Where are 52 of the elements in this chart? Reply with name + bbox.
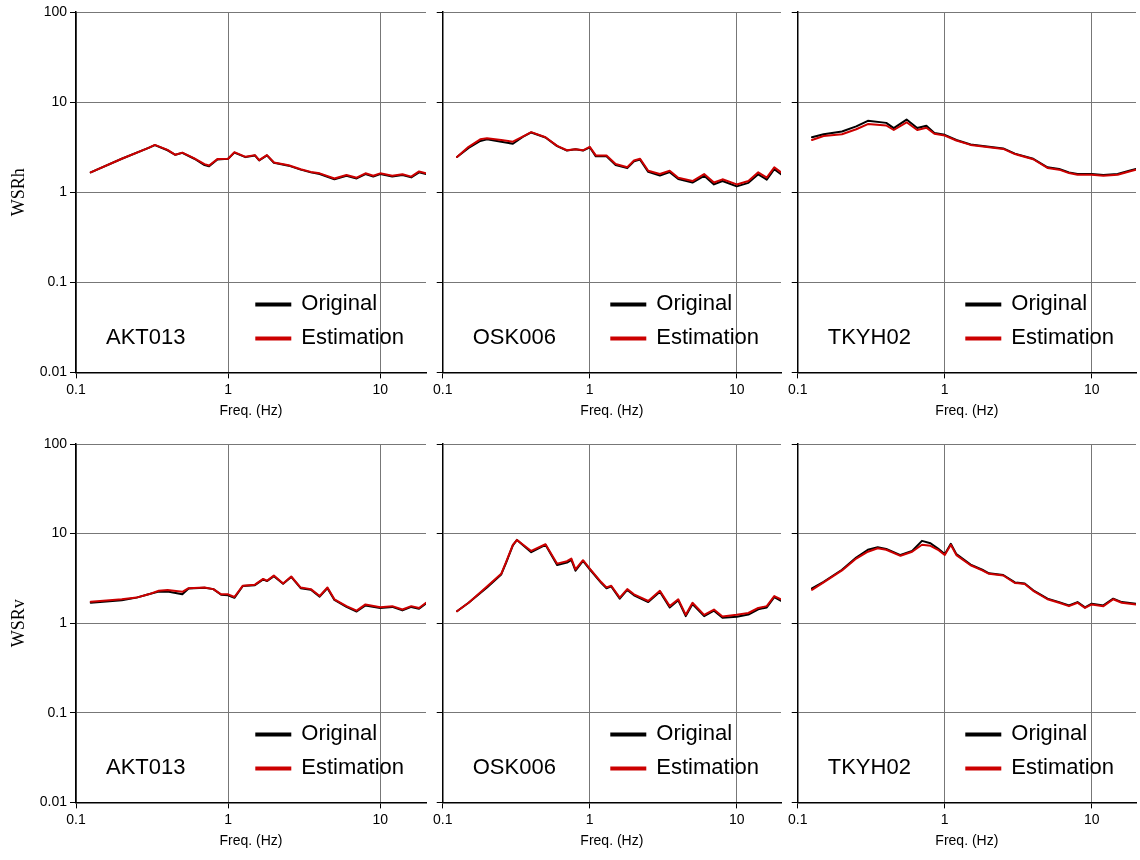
x-axis-title: Freq. (Hz) [219, 832, 283, 849]
x-tick-label: 10 [372, 810, 389, 827]
y-tick-label: 0.1 [47, 273, 68, 290]
x-tick-label: 1 [224, 810, 233, 827]
annotation: OSK006 [472, 754, 556, 780]
y-tick-label: 0.01 [39, 363, 68, 380]
x-tick-label: 1 [224, 380, 233, 397]
x-tick-label: 0.1 [788, 810, 808, 827]
legend-label: Original [1011, 290, 1088, 316]
x-tick-label: 1 [940, 810, 949, 827]
x-tick-label: 1 [585, 380, 594, 397]
legend-label: Estimation [301, 754, 405, 780]
legend-label: Original [301, 290, 378, 316]
x-tick-label: 10 [1083, 810, 1100, 827]
legend-label: Estimation [1011, 754, 1115, 780]
y-tick-label: 10 [51, 92, 68, 109]
legend-label: Estimation [301, 324, 405, 350]
legend-label: Original [1011, 720, 1088, 746]
legend-label: Original [656, 290, 733, 316]
x-axis-title: Freq. (Hz) [219, 402, 283, 419]
y-tick-label: 10 [51, 524, 68, 541]
annotation: TKYH02 [827, 324, 911, 350]
annotation: TKYH02 [827, 754, 911, 780]
y-axis-title: WSRv [7, 599, 28, 648]
x-tick-label: 10 [728, 810, 745, 827]
y-tick-label: 100 [43, 434, 68, 451]
y-axis-title: WSRh [7, 168, 28, 217]
x-tick-label: 0.1 [433, 810, 453, 827]
annotation: AKT013 [106, 324, 186, 350]
x-axis-title: Freq. (Hz) [580, 832, 644, 849]
x-axis-title: Freq. (Hz) [580, 402, 644, 419]
x-tick-label: 10 [1083, 380, 1100, 397]
y-tick-label: 0.01 [39, 793, 68, 810]
y-tick-label: 100 [43, 2, 68, 19]
annotation: OSK006 [472, 324, 556, 350]
legend-label: Estimation [1011, 324, 1115, 350]
y-tick-label: 1 [59, 183, 68, 200]
x-axis-title: Freq. (Hz) [935, 832, 999, 849]
y-tick-label: 1 [59, 614, 68, 631]
x-tick-label: 1 [585, 810, 594, 827]
legend-label: Estimation [656, 324, 760, 350]
x-tick-label: 10 [372, 380, 389, 397]
x-tick-label: 0.1 [433, 380, 453, 397]
legend-label: Original [301, 720, 378, 746]
x-axis-title: Freq. (Hz) [935, 402, 999, 419]
x-tick-label: 0.1 [788, 380, 808, 397]
annotation: AKT013 [106, 754, 186, 780]
x-tick-label: 10 [728, 380, 745, 397]
legend-label: Estimation [656, 754, 760, 780]
y-tick-label: 0.1 [47, 703, 68, 720]
x-tick-label: 1 [940, 380, 949, 397]
legend-label: Original [656, 720, 733, 746]
